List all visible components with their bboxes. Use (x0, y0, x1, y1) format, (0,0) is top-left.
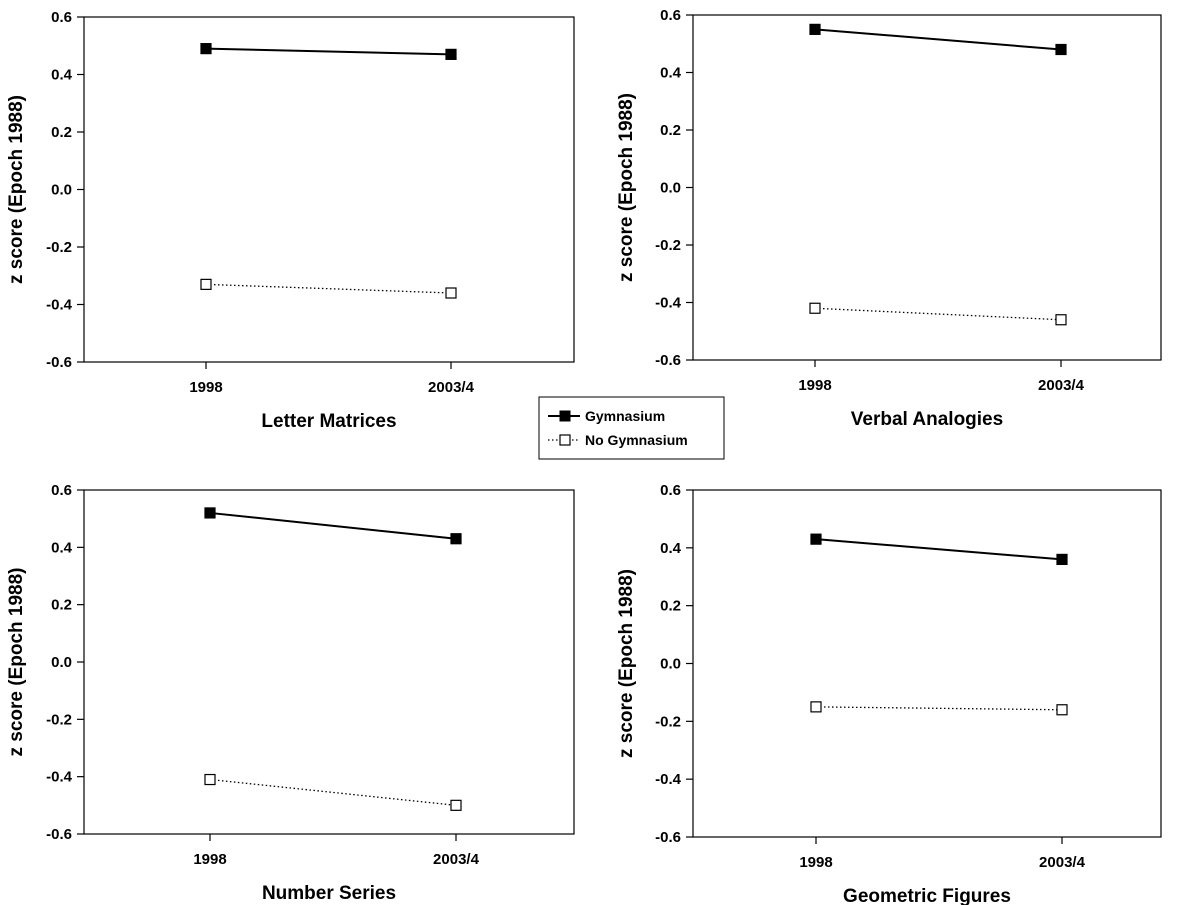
series-line-gymnasium (815, 538, 1063, 561)
x-tick-label: 2003/4 (428, 379, 475, 396)
data-point-gymnasium (445, 48, 457, 60)
y-tick-label: 0.4 (660, 65, 682, 82)
data-point-gymnasium (810, 533, 822, 545)
x-tick-label: 2003/4 (1039, 854, 1086, 871)
y-tick-label: -0.6 (655, 829, 681, 846)
legend-marker-no-gymnasium (559, 434, 571, 446)
y-tick-label: 0.2 (660, 598, 681, 615)
panel-number-series: -0.6 -0.4 -0.2 0.0 0.2 0.4 0.6 1998 2003/4 Number… (6, 482, 575, 904)
x-axis-title: Number Series (262, 883, 396, 904)
y-tick-label: -0.4 (46, 297, 73, 314)
data-point-no-gymnasium (1055, 314, 1067, 326)
data-point-gymnasium (809, 23, 821, 35)
panel-geometric-figures: -0.6 -0.4 -0.2 0.0 0.2 0.4 0.6 1998 2003/4 Geomet… (616, 482, 1162, 905)
data-point-gymnasium (1056, 553, 1068, 566)
data-point-gymnasium (1055, 43, 1067, 56)
x-tick-label: 1998 (799, 854, 832, 871)
y-tick-label: 0.4 (51, 539, 73, 556)
x-axis-title: Letter Matrices (261, 411, 396, 432)
y-tick-label: -0.4 (655, 295, 682, 312)
y-tick-label: 0.4 (51, 67, 73, 84)
data-point-no-gymnasium (200, 278, 212, 290)
y-tick-label: 0.0 (660, 656, 681, 673)
data-point-no-gymnasium (450, 799, 462, 811)
x-tick-label: 1998 (193, 851, 226, 868)
x-tick-label: 1998 (798, 377, 831, 394)
legend-label-no-gymnasium: No Gymnasium (585, 432, 688, 448)
series-line-no-gymnasium (205, 283, 452, 294)
y-tick-label: -0.2 (655, 713, 681, 730)
y-tick-label: 0.2 (51, 124, 72, 141)
y-axis-title: z score (Epoch 1988) (616, 93, 637, 282)
series-line-gymnasium (814, 28, 1062, 51)
series-line-no-gymnasium (815, 706, 1063, 711)
series-line-gymnasium (205, 47, 452, 56)
x-tick-label: 1998 (189, 379, 222, 396)
y-tick-label: -0.4 (655, 771, 682, 788)
x-axis-title: Geometric Figures (843, 886, 1011, 905)
y-tick-label: -0.2 (655, 237, 681, 254)
data-point-no-gymnasium (204, 773, 216, 786)
legend-label-gymnasium: Gymnasium (585, 408, 665, 424)
y-tick-label: -0.6 (46, 354, 72, 371)
y-axis-title: z score (Epoch 1988) (6, 95, 27, 284)
data-point-no-gymnasium (1056, 704, 1068, 716)
x-tick-label: 2003/4 (433, 851, 480, 868)
data-point-no-gymnasium (810, 701, 822, 713)
y-axis-title: z score (Epoch 1988) (6, 567, 27, 756)
series-line-no-gymnasium (814, 307, 1062, 321)
y-axis-title: z score (Epoch 1988) (616, 569, 637, 758)
x-axis-title: Verbal Analogies (851, 409, 1003, 430)
legend-entry-gymnasium: Gymnasium (548, 408, 665, 424)
chart-panels: -0.6 -0.4 -0.2 0.0 0.2 0.4 0.6 1998 2003/4 Letter… (6, 7, 1162, 905)
y-tick-label: -0.2 (46, 239, 72, 256)
data-point-no-gymnasium (809, 302, 821, 314)
data-point-gymnasium (450, 533, 462, 545)
y-tick-label: -0.4 (46, 769, 73, 786)
x-tick-label: 2003/4 (1038, 377, 1085, 394)
y-tick-label: 0.6 (51, 9, 72, 26)
series-line-no-gymnasium (209, 778, 457, 806)
y-tick-label: 0.0 (51, 654, 72, 671)
y-tick-label: -0.2 (46, 711, 72, 728)
legend-box (538, 396, 725, 460)
y-tick-label: -0.6 (655, 352, 681, 369)
y-tick-label: 0.4 (660, 540, 682, 557)
legend: Gymnasium No Gymnasium (538, 396, 725, 460)
series-line-gymnasium (209, 511, 457, 540)
legend-marker-gymnasium (559, 410, 571, 422)
data-point-no-gymnasium (445, 287, 457, 299)
y-tick-label: 0.6 (660, 7, 681, 24)
y-tick-label: -0.6 (46, 826, 72, 843)
y-tick-label: 0.0 (51, 182, 72, 199)
data-point-gymnasium (200, 43, 212, 55)
data-point-gymnasium (204, 507, 216, 519)
panel-letter-matrices: -0.6 -0.4 -0.2 0.0 0.2 0.4 0.6 1998 2003/4 Letter… (6, 9, 575, 432)
y-tick-label: 0.0 (660, 180, 681, 197)
y-tick-label: 0.2 (660, 122, 681, 139)
y-tick-label: 0.6 (660, 482, 681, 499)
legend-entry-no-gymnasium: No Gymnasium (548, 432, 688, 448)
y-tick-label: 0.6 (51, 482, 72, 499)
panel-verbal-analogies: -0.6 -0.4 -0.2 0.0 0.2 0.4 0.6 1998 2003/4 Verbal… (616, 7, 1162, 430)
y-tick-label: 0.2 (51, 597, 72, 614)
